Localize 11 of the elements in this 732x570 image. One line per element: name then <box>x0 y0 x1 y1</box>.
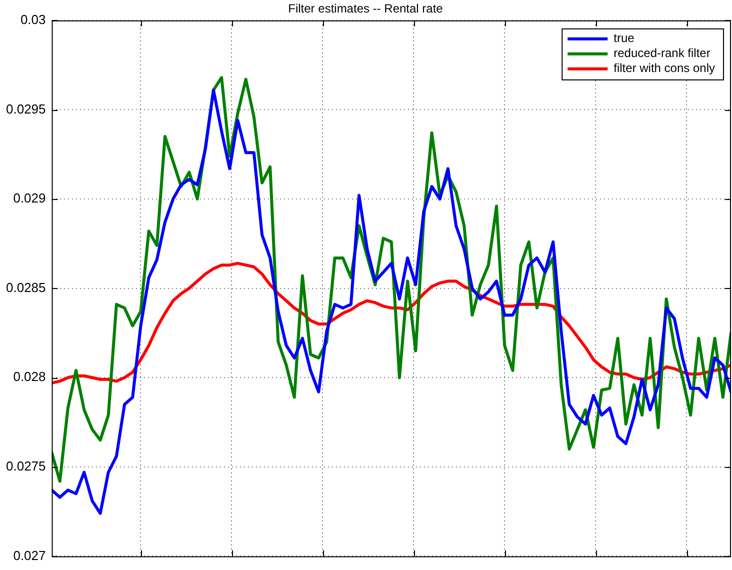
y-tick-label: 0.0275 <box>6 458 46 474</box>
legend-label: reduced-rank filter <box>614 46 710 60</box>
legend-label: filter with cons only <box>614 61 715 76</box>
y-tick-label: 0.028 <box>13 369 46 384</box>
legend-label: true <box>614 31 635 46</box>
y-tick-label: 0.029 <box>13 190 46 206</box>
y-tick-label: 0.03 <box>20 12 46 27</box>
y-tick-label: 0.0295 <box>6 101 46 116</box>
chart-title: Filter estimates -- Rental rate <box>288 2 444 16</box>
y-tick-label: 0.027 <box>13 548 46 563</box>
y-tick-label: 0.0285 <box>6 280 46 295</box>
